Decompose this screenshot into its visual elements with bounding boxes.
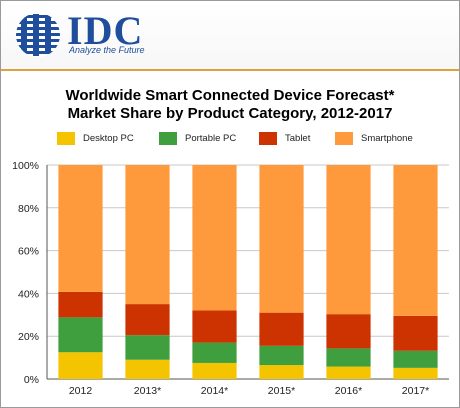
- y-tick-label: 60%: [18, 246, 39, 258]
- y-tick-label: 40%: [18, 288, 39, 300]
- y-tick-label: 100%: [12, 160, 39, 172]
- bar-segment: [192, 362, 237, 379]
- bar-segment: [58, 291, 103, 318]
- bar-segment: [393, 165, 438, 316]
- legend-swatch: [259, 132, 277, 145]
- idc-globe-icon: [16, 13, 60, 57]
- bar-segment: [58, 317, 103, 353]
- x-tick-label: 2014*: [201, 385, 228, 397]
- bar-segment: [192, 165, 237, 311]
- bar-segment: [326, 314, 371, 349]
- header-band: IDC Analyze the Future: [1, 1, 459, 69]
- bar-segment: [259, 165, 304, 313]
- stacked-bar-chart: 0% 20% 40% 60% 80% 100% 2012 2013* 2014* 2015* 201…: [12, 160, 449, 397]
- bar-segment: [326, 348, 371, 367]
- bar-segment: [326, 366, 371, 379]
- bar-segment: [192, 310, 237, 343]
- bar-segment: [259, 365, 304, 379]
- bar-segment: [393, 315, 438, 351]
- x-tick-label: 2016*: [335, 385, 362, 397]
- bar-segment: [393, 350, 438, 368]
- legend-label: Smartphone: [361, 133, 413, 144]
- legend-swatch: [335, 132, 353, 145]
- bar-segment: [58, 165, 103, 292]
- bar-segment: [326, 165, 371, 315]
- x-tick-label: 2017*: [402, 385, 429, 397]
- y-tick-label: 80%: [18, 203, 39, 215]
- legend-label: Portable PC: [185, 133, 237, 144]
- bar-segment: [125, 335, 170, 360]
- y-tick-label: 0%: [24, 374, 39, 386]
- bar-segment: [58, 352, 103, 379]
- chart-legend: Desktop PC Portable PC Tablet Smartphone: [1, 131, 459, 147]
- brand-name: IDC: [67, 8, 144, 53]
- legend-label: Tablet: [285, 133, 311, 144]
- bar-segment: [259, 345, 304, 366]
- bar-segment: [125, 304, 170, 336]
- bar-segment: [393, 367, 438, 379]
- bar-segment: [125, 359, 170, 379]
- y-tick-label: 20%: [18, 331, 39, 343]
- legend-swatch: [57, 132, 75, 145]
- legend-swatch: [159, 132, 177, 145]
- bar-segment: [125, 165, 170, 305]
- chart-title: Worldwide Smart Connected Device Forecas…: [65, 87, 395, 104]
- x-tick-label: 2015*: [268, 385, 295, 397]
- chart-subtitle: Market Share by Product Category, 2012-2…: [67, 105, 393, 122]
- bar-segment: [192, 342, 237, 363]
- header-divider: [1, 69, 459, 71]
- x-tick-label: 2012: [69, 385, 93, 397]
- legend-label: Desktop PC: [83, 133, 134, 144]
- bar-segment: [259, 312, 304, 346]
- brand-tagline: Analyze the Future: [69, 45, 145, 55]
- x-tick-label: 2013*: [134, 385, 161, 397]
